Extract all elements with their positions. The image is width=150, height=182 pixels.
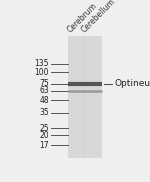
- Text: 35: 35: [39, 108, 49, 117]
- Text: 48: 48: [39, 96, 49, 105]
- Text: 63: 63: [39, 86, 49, 95]
- Text: 75: 75: [39, 79, 49, 88]
- Text: 100: 100: [34, 68, 49, 77]
- Bar: [68, 36, 102, 158]
- Text: 17: 17: [39, 141, 49, 150]
- Text: Optineurin: Optineurin: [114, 79, 150, 88]
- Text: 25: 25: [39, 124, 49, 133]
- Text: Cerebrum: Cerebrum: [65, 1, 99, 34]
- Text: Cerebellum: Cerebellum: [79, 0, 117, 34]
- Text: 135: 135: [34, 59, 49, 68]
- Text: 20: 20: [39, 131, 49, 140]
